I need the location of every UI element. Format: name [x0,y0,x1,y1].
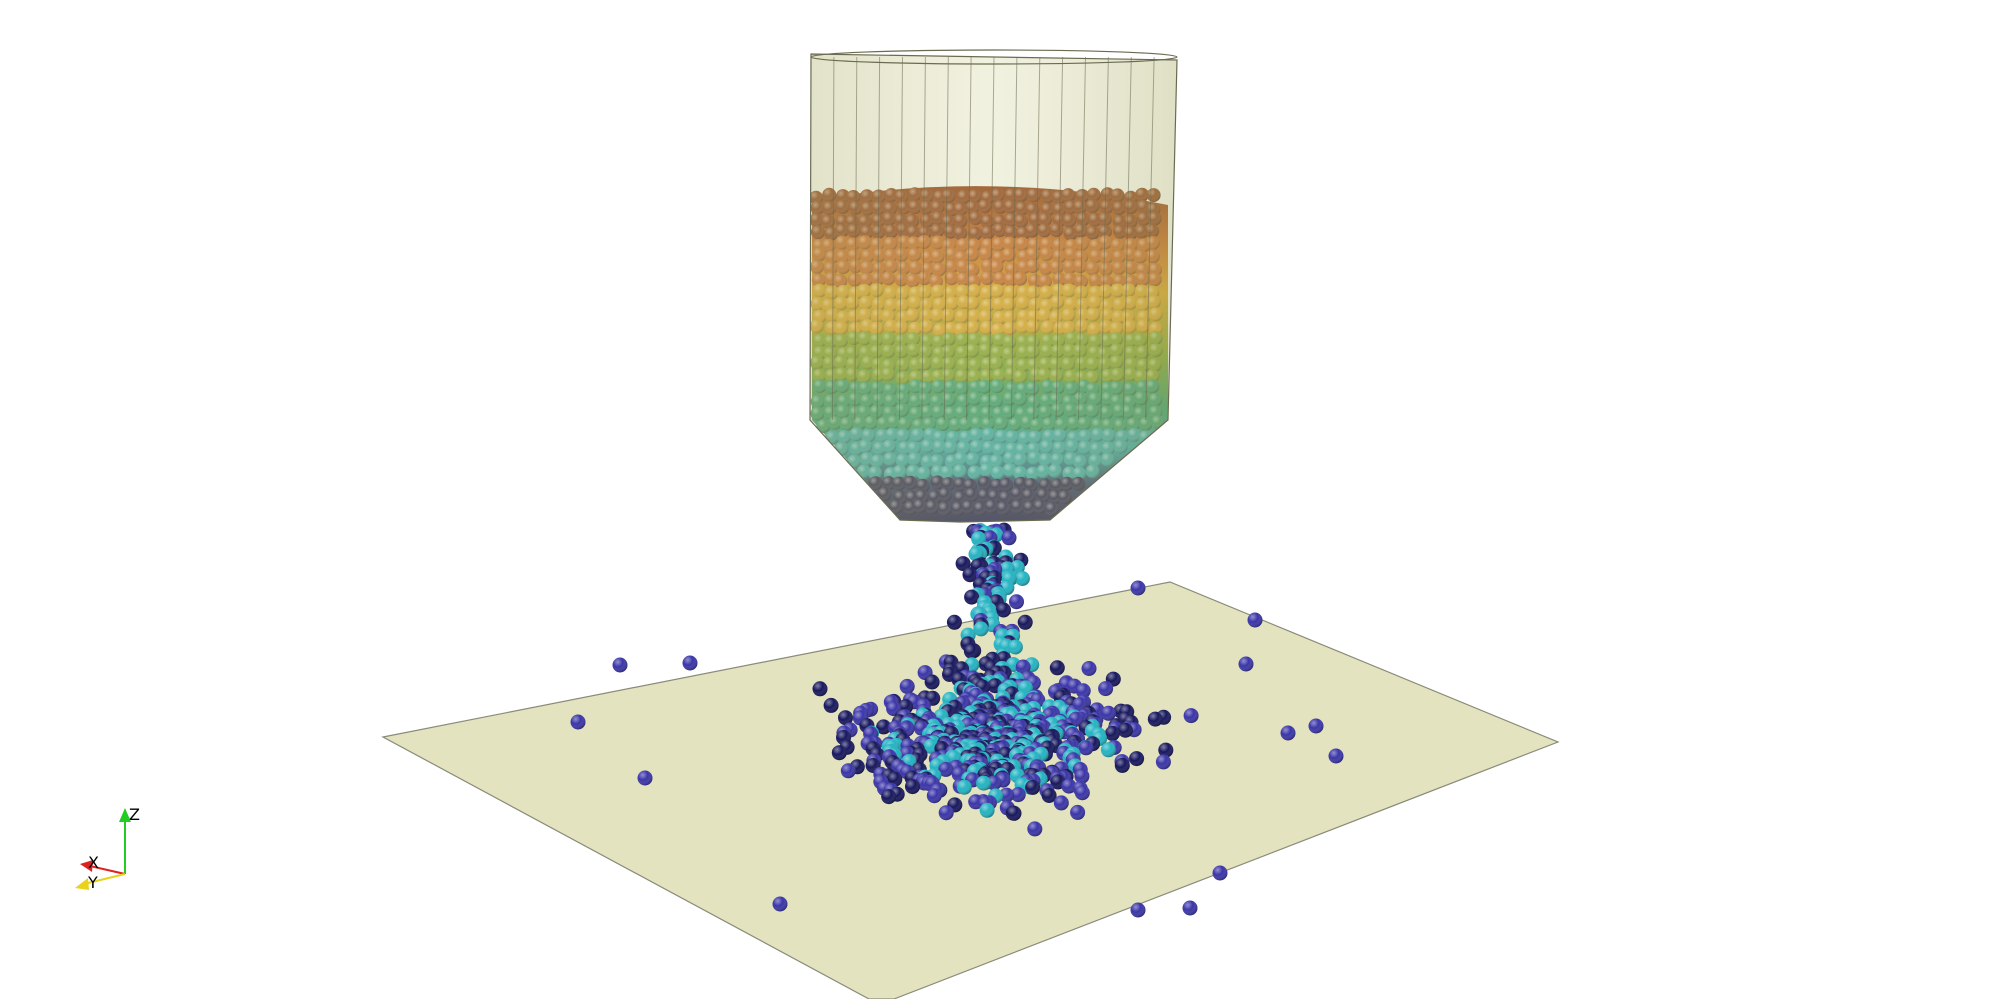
particle-shade [840,763,856,779]
particle-shade [876,719,892,735]
z-axis-label: Z [129,805,140,824]
particle-shade [1247,612,1263,628]
particle-shade [924,674,940,690]
particle-shade [570,714,586,730]
particle-shade [1328,748,1344,764]
particle-shade [682,655,698,671]
y-axis-label: Y [87,873,98,892]
particle-shade [831,745,847,761]
particle-shade [1280,725,1296,741]
particle-shade [1158,742,1174,758]
hopper-rib [899,56,903,421]
particle-shade [973,621,989,637]
particle-shade [962,567,978,583]
y-axis-arrow-icon [75,878,89,890]
particle-shade [1183,708,1199,724]
particle-shade [1147,711,1163,727]
particle-shade [1081,661,1097,676]
particle-shade [1017,614,1033,630]
particle-shade [1101,705,1116,721]
particle-shade [1308,718,1324,734]
particle-shade [964,589,980,605]
x-axis-label: X [88,853,99,872]
particle-shade [996,602,1011,618]
particle-shade [1130,902,1146,918]
particle-shade [1014,571,1030,586]
particle-shade [1114,757,1130,773]
hopper-rib [1100,56,1109,421]
hopper-rib [1010,56,1018,421]
particle-shade [612,657,628,673]
particle-shade [1053,795,1069,811]
particle-shade [1155,754,1171,770]
particle-shade [1078,740,1094,756]
particle-shade [1061,778,1077,794]
particle-shade [999,787,1014,803]
hopper-rib [988,56,995,421]
hopper-rib [876,56,881,421]
particle-shade [1238,656,1254,672]
hopper-rib [1055,56,1064,421]
hopper-rib [1122,56,1132,421]
hopper [809,49,1178,523]
particle-shade [938,805,954,821]
x-axis-arrow-icon [80,860,93,872]
particle-shade [1025,779,1041,795]
hopper-rib [921,56,926,421]
particle-shade [812,681,828,697]
particle-shade [979,802,995,818]
particle-shade [637,770,653,786]
particle-shade [1070,804,1086,820]
hopper-rib [966,56,972,421]
particle-shade [1130,580,1146,596]
particle-shade [823,697,839,713]
particle-shade [938,761,954,777]
particle-shade [1104,725,1120,741]
particle-shade [923,738,939,754]
particle-shade [905,779,920,795]
particle-shade [1098,681,1114,697]
particle-shade [1010,787,1026,803]
particle-shade [1075,683,1091,699]
particle-shade [1074,768,1090,784]
particle-shade [946,614,962,630]
particle-shade [1049,660,1065,676]
hopper-rib [1078,56,1086,421]
particle-shade [1001,530,1017,546]
particle-shade [1100,742,1116,758]
particle-shade [899,678,915,694]
hopper-rib [943,56,949,421]
particle-shade [838,710,853,726]
particle-shade [881,789,897,805]
particle-shade [772,896,788,912]
particle-shade [926,788,942,804]
particle-shade [1041,788,1057,803]
particle-shade [986,775,1002,791]
particle-shade [1015,659,1031,675]
particle-shade [955,556,971,572]
hopper-rib [854,56,858,421]
particle-shade [1006,805,1022,821]
particle-shade [1117,722,1133,738]
hopper-ribs [831,56,1155,421]
orientation-axes[interactable]: Z X Y [75,805,140,892]
z-axis-arrow-icon [119,808,131,822]
particle-shade [1129,751,1145,767]
particle-shade [1212,865,1228,881]
particle-shade [1074,785,1090,801]
particle-shade [1009,594,1024,610]
particle-shade [956,779,972,795]
hopper-rib [1145,56,1155,421]
particle-shade [1007,639,1023,655]
hopper-rib [1033,56,1041,421]
x-axis-line [89,865,126,875]
particles [570,522,1344,918]
particle-shade [976,775,992,791]
hopper-rib [831,56,835,421]
particle-shade [963,643,979,659]
particle-shade [1182,900,1198,916]
y-axis-line [83,873,126,885]
particle-shade [1027,821,1043,837]
